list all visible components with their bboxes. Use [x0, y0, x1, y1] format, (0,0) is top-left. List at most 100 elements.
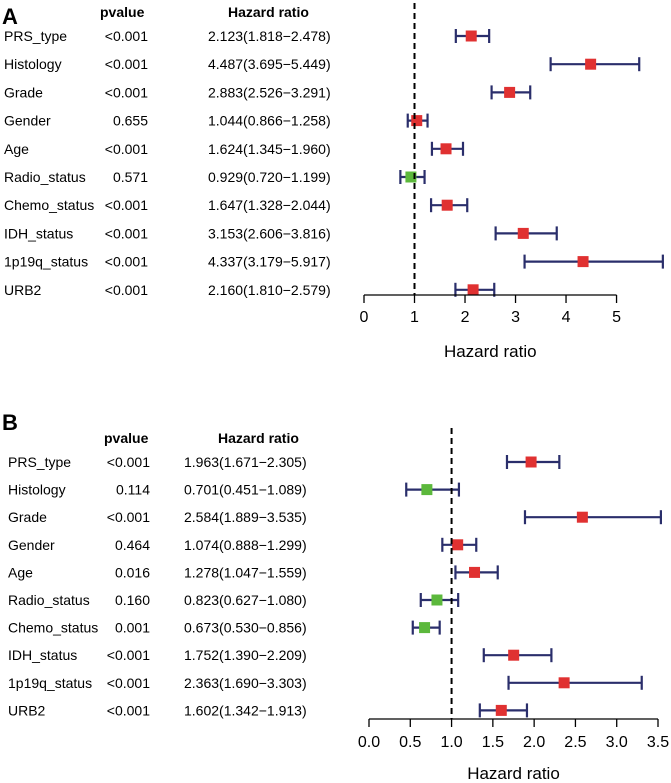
x-tick-label: 0.0 — [358, 734, 380, 751]
row-pvalue: <0.001 — [105, 141, 148, 157]
row-pvalue: <0.001 — [105, 28, 148, 44]
forest-row: Age <0.001 1.624(1.345−1.960) — [4, 141, 465, 157]
forest-row: Gender 0.464 1.074(0.888−1.299) — [8, 537, 478, 553]
x-tick-label: 1.0 — [440, 734, 462, 751]
row-hazard-ratio-text: 0.673(0.530−0.856) — [184, 620, 307, 636]
row-hazard-ratio-text: 1.278(1.047−1.559) — [184, 564, 307, 580]
row-hazard-ratio-text: 2.123(1.818−2.478) — [208, 28, 331, 44]
row-hazard-ratio-text: 1.624(1.345−1.960) — [208, 141, 331, 157]
row-pvalue: 0.655 — [113, 113, 148, 129]
row-hazard-ratio-text: 1.752(1.390−2.209) — [184, 647, 307, 663]
row-pvalue: 0.001 — [115, 620, 150, 636]
x-tick-label: 0 — [360, 309, 369, 326]
forest-row: Chemo_status <0.001 1.647(1.328−2.044) — [4, 197, 469, 213]
hazard-ratio-point — [517, 227, 529, 239]
forest-row: PRS_type <0.001 1.963(1.671−2.305) — [8, 454, 561, 470]
row-variable-name: Age — [8, 564, 33, 580]
x-tick-label: 3 — [511, 309, 520, 326]
row-variable-name: Grade — [4, 84, 43, 100]
row-variable-name: Gender — [8, 537, 55, 553]
row-variable-name: URB2 — [8, 702, 46, 718]
forest-row: Grade <0.001 2.584(1.889−3.535) — [8, 509, 662, 525]
hazard-ratio-point — [504, 86, 516, 98]
row-pvalue: <0.001 — [105, 225, 148, 241]
row-variable-name: Age — [4, 141, 29, 157]
row-pvalue: <0.001 — [105, 282, 148, 298]
forest-row: Age 0.016 1.278(1.047−1.559) — [8, 564, 499, 580]
forest-row: 1p19q_status <0.001 2.363(1.690−3.303) — [8, 675, 643, 691]
forest-row: Histology <0.001 4.487(3.695−5.449) — [4, 56, 641, 72]
row-hazard-ratio-text: 4.337(3.179−5.917) — [208, 254, 331, 270]
hazard-ratio-header: Hazard ratio — [218, 430, 299, 446]
forest-row: Grade <0.001 2.883(2.526−3.291) — [4, 84, 532, 100]
hazard-ratio-point — [469, 566, 481, 578]
x-axis-title: Hazard ratio — [467, 764, 560, 783]
hazard-ratio-point — [421, 484, 433, 496]
x-tick-label: 5 — [612, 309, 621, 326]
row-variable-name: PRS_type — [4, 28, 67, 44]
hazard-ratio-point — [441, 199, 453, 211]
x-tick-label: 2.5 — [564, 734, 586, 751]
forest-row: Radio_status 0.571 0.929(0.720−1.199) — [4, 169, 426, 185]
panel-label: B — [2, 410, 18, 435]
row-pvalue: 0.160 — [115, 592, 150, 608]
hazard-ratio-point — [585, 58, 597, 70]
row-hazard-ratio-text: 0.701(0.451−1.089) — [184, 482, 307, 498]
hazard-ratio-point — [508, 649, 520, 661]
row-variable-name: Histology — [8, 482, 66, 498]
row-hazard-ratio-text: 1.044(0.866−1.258) — [208, 113, 331, 129]
x-tick-label: 1 — [410, 309, 419, 326]
row-variable-name: Radio_status — [8, 592, 90, 608]
row-hazard-ratio-text: 1.074(0.888−1.299) — [184, 537, 307, 553]
forest-row: Chemo_status 0.001 0.673(0.530−0.856) — [8, 620, 441, 636]
pvalue-header: pvalue — [100, 4, 145, 20]
hazard-ratio-point — [465, 30, 477, 42]
row-hazard-ratio-text: 0.929(0.720−1.199) — [208, 169, 331, 185]
hazard-ratio-point — [452, 539, 464, 551]
hazard-ratio-point — [431, 594, 443, 606]
row-pvalue: <0.001 — [107, 454, 150, 470]
row-variable-name: 1p19q_status — [4, 254, 88, 270]
x-tick-label: 3.5 — [647, 734, 669, 751]
row-hazard-ratio-text: 1.602(1.342−1.913) — [184, 702, 307, 718]
row-hazard-ratio-text: 2.363(1.690−3.303) — [184, 675, 307, 691]
hazard-ratio-point — [525, 456, 537, 468]
hazard-ratio-point — [419, 622, 431, 634]
row-pvalue: 0.016 — [115, 564, 150, 580]
pvalue-header: pvalue — [104, 430, 149, 446]
row-variable-name: PRS_type — [8, 454, 71, 470]
row-variable-name: Histology — [4, 56, 62, 72]
forest-row: URB2 <0.001 2.160(1.810−2.579) — [4, 282, 496, 298]
hazard-ratio-point — [576, 511, 588, 523]
row-pvalue: <0.001 — [107, 509, 150, 525]
row-pvalue: <0.001 — [107, 675, 150, 691]
x-tick-label: 0.5 — [399, 734, 421, 751]
row-pvalue: <0.001 — [105, 197, 148, 213]
row-hazard-ratio-text: 4.487(3.695−5.449) — [208, 56, 331, 72]
row-pvalue: <0.001 — [107, 702, 150, 718]
hazard-ratio-point — [440, 143, 452, 155]
row-variable-name: URB2 — [4, 282, 42, 298]
row-variable-name: Chemo_status — [4, 197, 94, 213]
row-pvalue: 0.114 — [116, 482, 150, 498]
row-pvalue: <0.001 — [107, 647, 150, 663]
row-variable-name: 1p19q_status — [8, 675, 92, 691]
hazard-ratio-point — [467, 284, 479, 296]
row-pvalue: <0.001 — [105, 84, 148, 100]
hazard-ratio-point — [577, 256, 589, 268]
row-hazard-ratio-text: 2.160(1.810−2.579) — [208, 282, 331, 298]
row-hazard-ratio-text: 1.647(1.328−2.044) — [208, 197, 331, 213]
row-pvalue: <0.001 — [105, 254, 148, 270]
row-pvalue: 0.464 — [115, 537, 150, 553]
x-tick-label: 3.0 — [606, 734, 628, 751]
row-pvalue: <0.001 — [105, 56, 148, 72]
row-hazard-ratio-text: 1.963(1.671−2.305) — [184, 454, 307, 470]
row-hazard-ratio-text: 2.883(2.526−3.291) — [208, 84, 331, 100]
forest-row: Histology 0.114 0.701(0.451−1.089) — [8, 482, 461, 498]
forest-row: Radio_status 0.160 0.823(0.627−1.080) — [8, 592, 460, 608]
x-tick-label: 1.5 — [482, 734, 504, 751]
row-hazard-ratio-text: 3.153(2.606−3.816) — [208, 225, 331, 241]
